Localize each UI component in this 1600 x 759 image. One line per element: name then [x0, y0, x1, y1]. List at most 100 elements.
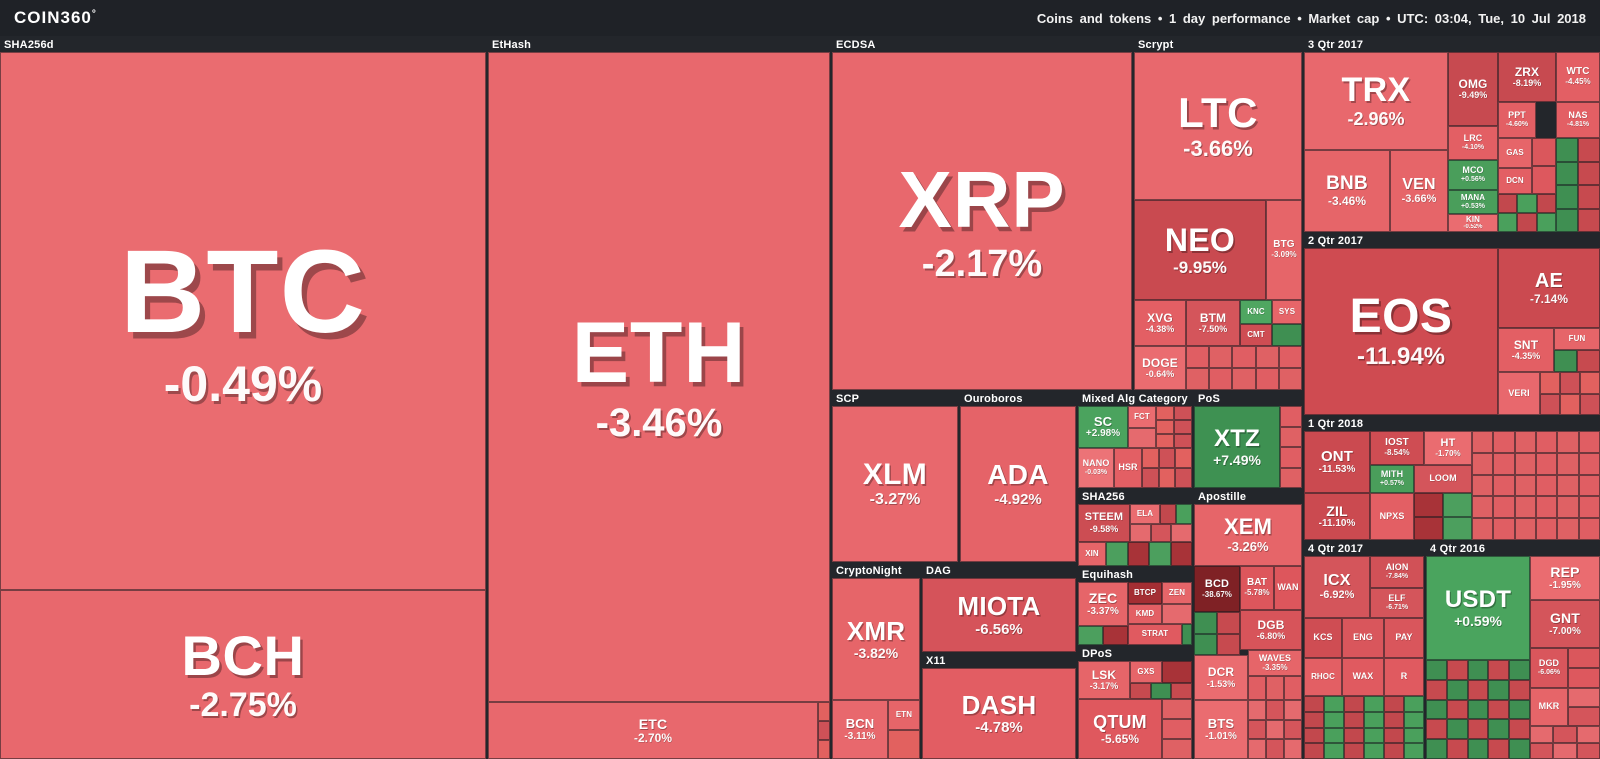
tile-micro[interactable]: [1174, 434, 1192, 448]
tile-micro[interactable]: [1384, 743, 1404, 759]
tile-micro[interactable]: [1488, 719, 1510, 740]
tile-micro[interactable]: [1467, 679, 1489, 700]
tile-micro[interactable]: [1580, 372, 1600, 394]
tile-micro[interactable]: [1209, 368, 1233, 390]
tile-micro[interactable]: [1162, 604, 1192, 624]
tile-micro[interactable]: [1158, 468, 1176, 488]
tile-micro[interactable]: [1536, 431, 1558, 453]
tile-micro[interactable]: [1142, 468, 1159, 488]
tile-r[interactable]: R: [1384, 658, 1424, 696]
tile-rep[interactable]: REP -1.95%: [1530, 556, 1600, 600]
tile-veri[interactable]: VERI: [1498, 372, 1540, 415]
tile-micro[interactable]: [1272, 324, 1302, 346]
tile-micro[interactable]: [1446, 739, 1468, 759]
tile-micro[interactable]: [1280, 406, 1302, 427]
tile-micro[interactable]: [1175, 448, 1192, 468]
tile-micro[interactable]: [1414, 493, 1443, 517]
tile-ont[interactable]: ONT -11.53%: [1304, 431, 1370, 493]
tile-xem[interactable]: XEM -3.26%: [1194, 504, 1302, 566]
tile-micro[interactable]: [1404, 711, 1424, 728]
tile-micro[interactable]: [1472, 496, 1494, 519]
tile-micro[interactable]: [1488, 660, 1510, 680]
tile-micro[interactable]: [1472, 452, 1494, 475]
tile-wan[interactable]: WAN: [1274, 566, 1302, 610]
tile-micro[interactable]: [1384, 727, 1404, 744]
tile-micro[interactable]: [1364, 696, 1384, 712]
tile-micro[interactable]: [1493, 452, 1515, 475]
tile-micro[interactable]: [1514, 452, 1536, 475]
tile-lsk[interactable]: LSK -3.17%: [1078, 661, 1130, 699]
tile-etn[interactable]: ETN: [888, 700, 920, 730]
tile-micro[interactable]: [1509, 699, 1530, 720]
tile-hsr[interactable]: HSR: [1114, 448, 1142, 488]
tile-micro[interactable]: [1128, 428, 1156, 448]
tile-micro[interactable]: [1150, 524, 1172, 542]
tile-micro[interactable]: [1488, 739, 1510, 759]
tile-micro[interactable]: [1344, 743, 1364, 759]
tile-bcd[interactable]: BCD -38.67%: [1194, 566, 1240, 612]
tile-micro[interactable]: [1514, 518, 1536, 540]
tile-micro[interactable]: [1488, 699, 1510, 720]
tile-micro[interactable]: [1194, 612, 1217, 634]
tile-micro[interactable]: [1209, 346, 1233, 368]
tile-micro[interactable]: [1472, 474, 1494, 497]
tile-kin[interactable]: KIN -0.52%: [1448, 214, 1498, 232]
tile-micro[interactable]: [1446, 679, 1468, 700]
tile-micro[interactable]: [1426, 679, 1447, 700]
tile-nano[interactable]: NANO -0.03%: [1078, 448, 1114, 488]
tile-micro[interactable]: [1174, 420, 1192, 434]
tile-micro[interactable]: [1509, 679, 1530, 700]
tile-micro[interactable]: [1280, 467, 1302, 488]
tile-micro[interactable]: [1467, 739, 1489, 759]
tile-micro[interactable]: [1186, 346, 1210, 368]
tile-btg[interactable]: BTG -3.09%: [1266, 200, 1302, 300]
tile-micro[interactable]: [1284, 719, 1302, 740]
tile-qtum[interactable]: QTUM -5.65%: [1078, 699, 1162, 759]
tile-zil[interactable]: ZIL -11.10%: [1304, 493, 1370, 540]
tile-micro[interactable]: [1162, 719, 1192, 739]
tile-micro[interactable]: [1578, 185, 1600, 209]
tile-sys[interactable]: SYS: [1272, 300, 1302, 324]
tile-micro[interactable]: [1364, 743, 1384, 759]
tile-micro[interactable]: [1284, 739, 1302, 759]
tile-gas[interactable]: GAS: [1498, 138, 1532, 168]
tile-micro[interactable]: [1488, 679, 1510, 700]
tile-neo[interactable]: NEO -9.95%: [1134, 200, 1266, 300]
tile-micro[interactable]: [1162, 699, 1192, 719]
tile-micro[interactable]: [1493, 474, 1515, 497]
tile-micro[interactable]: [1217, 633, 1240, 655]
tile-trx[interactable]: TRX -2.96%: [1304, 52, 1448, 150]
tile-xtz[interactable]: XTZ +7.49%: [1194, 406, 1280, 488]
tile-micro[interactable]: [1557, 518, 1579, 540]
tile-micro[interactable]: [1232, 346, 1256, 368]
tile-micro[interactable]: [1426, 660, 1447, 680]
tile-micro[interactable]: [1284, 676, 1302, 700]
tile-micro[interactable]: [1304, 711, 1324, 728]
tile-cmt[interactable]: CMT: [1240, 324, 1272, 346]
tile-micro[interactable]: [1278, 368, 1302, 390]
tile-micro[interactable]: [1248, 719, 1266, 740]
tile-micro[interactable]: [1255, 346, 1279, 368]
tile-micro[interactable]: [1557, 452, 1579, 475]
tile-xrp[interactable]: XRP -2.17%: [832, 52, 1132, 390]
tile-micro[interactable]: [1171, 524, 1192, 542]
tile-micro[interactable]: [1266, 739, 1284, 759]
tile-micro[interactable]: [818, 721, 830, 740]
tile-ela[interactable]: ELA: [1130, 504, 1160, 524]
tile-micro[interactable]: [1170, 542, 1192, 566]
tile-micro[interactable]: [1174, 406, 1192, 420]
tile-micro[interactable]: [1536, 452, 1558, 475]
tile-micro[interactable]: [818, 702, 830, 721]
tile-micro[interactable]: [1560, 393, 1580, 415]
tile-micro[interactable]: [1580, 393, 1600, 415]
tile-zec[interactable]: ZEC -3.37%: [1078, 582, 1128, 626]
tile-icx[interactable]: ICX -6.92%: [1304, 556, 1370, 618]
tile-gnt[interactable]: GNT -7.00%: [1530, 600, 1600, 648]
tile-micro[interactable]: [1540, 393, 1560, 415]
tile-micro[interactable]: [1171, 683, 1192, 699]
tile-waves[interactable]: WAVES -3.35%: [1248, 650, 1302, 676]
tile-micro[interactable]: [1536, 496, 1558, 519]
tile-micro[interactable]: [818, 740, 830, 759]
tile-micro[interactable]: [1578, 138, 1600, 162]
tile-micro[interactable]: [1568, 668, 1600, 688]
